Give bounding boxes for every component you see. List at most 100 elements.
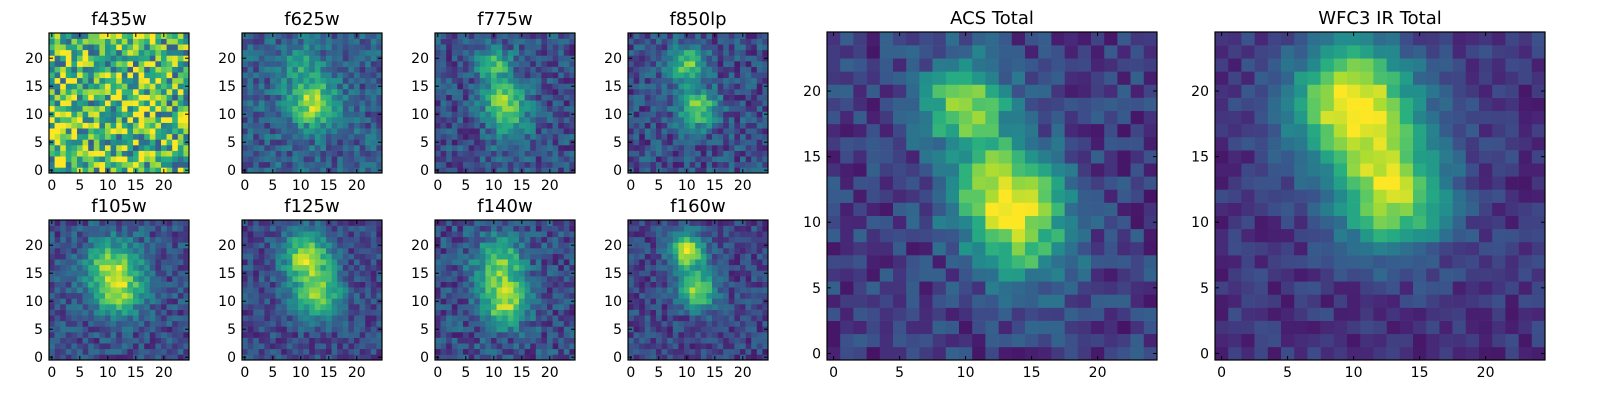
heatmap-cell — [359, 253, 366, 260]
heatmap-cell — [105, 264, 111, 271]
heatmap-cell — [451, 55, 458, 62]
heatmap-cell — [138, 77, 145, 84]
heatmap-cell — [183, 33, 190, 39]
heatmap-cell — [155, 220, 162, 226]
heatmap-cell — [723, 55, 730, 62]
heatmap-cell — [569, 100, 576, 107]
heatmap-cell — [879, 228, 894, 243]
heatmap-cell — [354, 337, 360, 344]
heatmap-cell — [435, 105, 441, 112]
heatmap-cell — [326, 236, 332, 243]
heatmap-cell — [513, 61, 520, 67]
heatmap-cell — [728, 133, 735, 140]
heatmap-cell — [451, 276, 458, 282]
heatmap-cell — [110, 270, 117, 277]
heatmap-cell — [457, 150, 464, 157]
heatmap-cell — [440, 44, 447, 51]
heatmap-cell — [479, 38, 486, 45]
heatmap-cell — [468, 77, 475, 84]
heatmap-cell — [667, 150, 674, 157]
heatmap-cell — [292, 348, 299, 355]
heatmap-cell — [524, 139, 531, 146]
heatmap-cell — [435, 332, 441, 338]
heatmap-cell — [49, 309, 55, 316]
heatmap-cell — [309, 332, 316, 338]
heatmap-cell — [547, 49, 553, 56]
heatmap-cell — [275, 133, 282, 140]
heatmap-cell — [320, 44, 327, 51]
heatmap-cell — [906, 97, 920, 112]
heatmap-cell — [547, 315, 553, 322]
heatmap-cell — [1064, 333, 1079, 348]
heatmap-cell — [138, 220, 145, 226]
heatmap-cell — [524, 156, 531, 163]
heatmap-cell — [359, 309, 366, 316]
heatmap-cell — [60, 128, 67, 135]
heatmap-cell — [258, 38, 265, 45]
heatmap-cell — [496, 315, 503, 322]
heatmap-cell — [474, 348, 481, 355]
heatmap-cell — [309, 38, 316, 45]
heatmap-cell — [121, 128, 128, 135]
heatmap-cell — [286, 72, 293, 79]
heatmap-cell — [879, 163, 894, 177]
heatmap-cell — [342, 320, 349, 327]
heatmap-cell — [370, 150, 377, 157]
heatmap-cell — [149, 236, 156, 243]
heatmap-cell — [331, 281, 338, 288]
heatmap-cell — [524, 315, 531, 322]
heatmap-cell — [1143, 320, 1158, 335]
heatmap-cell — [270, 100, 276, 107]
heatmap-cell — [1143, 215, 1158, 230]
heatmap-cell — [751, 161, 758, 168]
heatmap-cell — [359, 276, 366, 282]
heatmap-cell — [155, 72, 162, 79]
heatmap-cell — [695, 49, 702, 56]
heatmap-cell — [292, 298, 299, 305]
heatmap-cell — [563, 33, 570, 39]
heatmap-cell — [840, 228, 854, 243]
heatmap-cell — [451, 117, 458, 123]
heatmap-cell — [149, 100, 156, 107]
heatmap-cell — [563, 128, 570, 135]
heatmap-cell — [177, 33, 184, 39]
heatmap-cell — [446, 354, 453, 361]
heatmap-cell — [138, 332, 145, 338]
heatmap-cell — [853, 176, 867, 190]
heatmap-cell — [65, 309, 72, 316]
heatmap-cell — [684, 156, 690, 163]
heatmap-cell — [270, 61, 276, 67]
heatmap-cell — [247, 231, 254, 238]
heatmap-cell — [99, 161, 106, 168]
heatmap-cell — [99, 281, 106, 288]
heatmap-cell — [342, 77, 349, 84]
heatmap-cell — [65, 225, 72, 232]
heatmap-cell — [485, 55, 492, 62]
heatmap-cell — [60, 89, 67, 95]
heatmap-cell — [569, 287, 576, 294]
heatmap-cell — [247, 309, 254, 316]
heatmap-cell — [110, 309, 117, 316]
heatmap-cell — [700, 122, 707, 129]
heatmap-cell — [88, 270, 95, 277]
heatmap-cell — [270, 332, 276, 338]
heatmap-cell — [751, 156, 758, 163]
heatmap-cell — [507, 100, 514, 107]
heatmap-cell — [906, 58, 920, 72]
heatmap-cell — [127, 72, 134, 79]
heatmap-cell — [172, 337, 179, 344]
heatmap-cell — [99, 320, 106, 327]
heatmap-cell — [491, 117, 497, 123]
heatmap-cell — [866, 268, 881, 282]
heatmap-cell — [309, 225, 316, 232]
heatmap-cell — [1011, 202, 1026, 216]
heatmap-cell — [762, 156, 769, 163]
heatmap-cell — [440, 77, 447, 84]
heatmap-cell — [370, 161, 377, 168]
heatmap-cell — [656, 128, 662, 135]
heatmap-cell — [110, 49, 117, 56]
heatmap-cell — [155, 332, 162, 338]
heatmap-cell — [331, 326, 338, 333]
heatmap-cell — [985, 71, 999, 85]
